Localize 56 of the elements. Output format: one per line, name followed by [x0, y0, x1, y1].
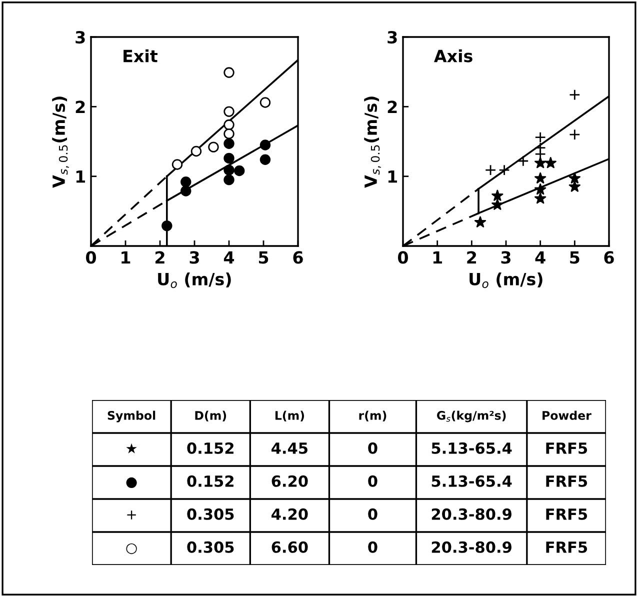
text: 4.45: [272, 442, 308, 454]
category-label: Powder: [542, 410, 592, 420]
text: 0: [368, 442, 378, 454]
text: 0.305: [187, 541, 234, 553]
x-tick-label: 1: [122, 251, 130, 264]
x-axis-title: U$_{o}$ (m/s): [158, 272, 231, 288]
text: 0.305: [187, 508, 234, 520]
x-tick-label: 3: [190, 251, 199, 264]
text: 0: [368, 508, 378, 520]
text: +: [127, 510, 136, 520]
text: ★: [126, 443, 137, 454]
x-tick-label: 6: [604, 251, 614, 264]
x-tick-label: 5: [258, 251, 268, 264]
text: 5.13-65.4: [432, 475, 512, 487]
x-tick-label: 4: [535, 251, 546, 264]
text: 0: [368, 541, 378, 553]
y-tick-label: 2: [388, 100, 397, 113]
y-tick-label: 3: [388, 30, 397, 44]
text: 20.3-80.9: [432, 541, 512, 553]
text: FRF5: [546, 542, 588, 553]
y-tick-label: 3: [76, 30, 85, 44]
x-tick-label: 1: [433, 251, 442, 264]
category-label: G$_{s}$(kg/m²s): [436, 410, 506, 422]
text: ○: [126, 543, 137, 554]
x-tick-label: 6: [293, 251, 303, 264]
text: 0.152: [187, 442, 234, 454]
category-label: Symbol: [108, 410, 156, 422]
text: 6.20: [272, 475, 308, 487]
y-tick-label: 2: [76, 100, 85, 113]
y-axis-title: V$_{s,0.5}$(m/s): [52, 96, 69, 188]
category-label: D(m): [195, 410, 226, 422]
y-axis-title: V$_{s,0.5}$(m/s): [364, 96, 381, 188]
x-tick-label: 5: [570, 251, 580, 264]
x-tick-label: 3: [501, 251, 510, 264]
text: 5.13-65.4: [432, 442, 512, 454]
text: ●: [126, 477, 137, 488]
x-tick-label: 2: [467, 251, 476, 264]
y-tick-label: 1: [76, 170, 85, 183]
text: 4.20: [272, 508, 308, 520]
category-label: r(m): [359, 410, 386, 422]
text: 6.60: [272, 541, 308, 553]
text: FRF5: [546, 508, 588, 520]
x-axis-title: U$_{o}$ (m/s): [470, 272, 542, 288]
x-tick-label: 0: [398, 251, 408, 264]
text: FRF5: [546, 442, 588, 454]
text: Exit: [124, 49, 158, 62]
text: 20.3-80.9: [432, 508, 512, 520]
text: 0: [368, 475, 378, 487]
text: Axis: [434, 49, 472, 62]
x-tick-label: 4: [224, 251, 234, 264]
y-tick-label: 1: [388, 170, 397, 183]
x-tick-label: 0: [86, 251, 96, 264]
text: 0.152: [187, 475, 234, 487]
category-label: L(m): [275, 410, 304, 422]
x-tick-label: 2: [156, 251, 164, 264]
text: FRF5: [546, 476, 588, 487]
